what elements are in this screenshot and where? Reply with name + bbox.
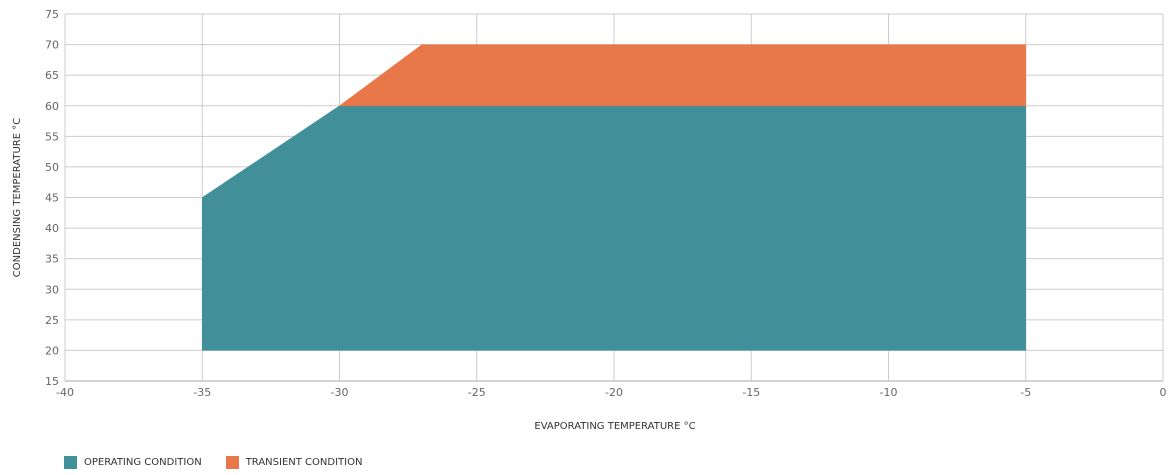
areas xyxy=(202,44,1027,351)
x-tick-label: -35 xyxy=(193,386,211,399)
legend-swatch-transient xyxy=(225,456,239,469)
y-tick-label: 25 xyxy=(45,314,59,327)
envelope-chart: 15 20 25 30 35 40 45 50 55 60 65 70 75 -40 -35 -30 -25 -2… xyxy=(12,8,1167,432)
area-operating[interactable] xyxy=(202,105,1027,351)
x-tick-label: -20 xyxy=(605,386,623,399)
y-tick-label: 55 xyxy=(45,130,59,143)
y-tick-label: 35 xyxy=(45,253,59,266)
y-tick-label: 30 xyxy=(45,283,59,296)
y-axis-title: CONDENSING TEMPERATURE °C xyxy=(12,118,23,277)
x-tick-label: -10 xyxy=(880,386,898,399)
y-tick-label: 50 xyxy=(45,161,59,174)
x-axis-title: EVAPORATING TEMPERATURE °C xyxy=(534,421,695,432)
legend-swatch-operating xyxy=(64,456,77,469)
y-tick-label: 70 xyxy=(45,39,59,52)
x-tick-label: -40 xyxy=(56,386,74,399)
x-tick-label: -25 xyxy=(468,386,486,399)
x-tick-label: -30 xyxy=(331,386,349,399)
legend-label-transient: TRANSIENT CONDITION xyxy=(245,457,363,468)
y-tick-label: 45 xyxy=(45,192,59,205)
y-tick-label: 60 xyxy=(45,100,59,113)
legend-item-transient[interactable]: TRANSIENT CONDITION xyxy=(225,456,363,469)
y-tick-label: 75 xyxy=(45,8,59,21)
x-tick-label: -5 xyxy=(1020,386,1031,399)
x-tick-label: 0 xyxy=(1160,386,1167,399)
legend-item-operating[interactable]: OPERATING CONDITION xyxy=(64,456,202,469)
y-tick-label: 15 xyxy=(45,375,59,388)
y-tick-label: 65 xyxy=(45,69,59,82)
legend-label-operating: OPERATING CONDITION xyxy=(84,457,202,468)
legend: OPERATING CONDITION TRANSIENT CONDITION xyxy=(64,456,362,469)
x-tick-label: -15 xyxy=(742,386,760,399)
y-tick-label: 40 xyxy=(45,222,59,235)
tick-labels: 15 20 25 30 35 40 45 50 55 60 65 70 75 -40 -35 -30 -25 -2… xyxy=(45,8,1167,399)
area-transient[interactable] xyxy=(338,44,1027,107)
y-tick-label: 20 xyxy=(45,344,59,357)
